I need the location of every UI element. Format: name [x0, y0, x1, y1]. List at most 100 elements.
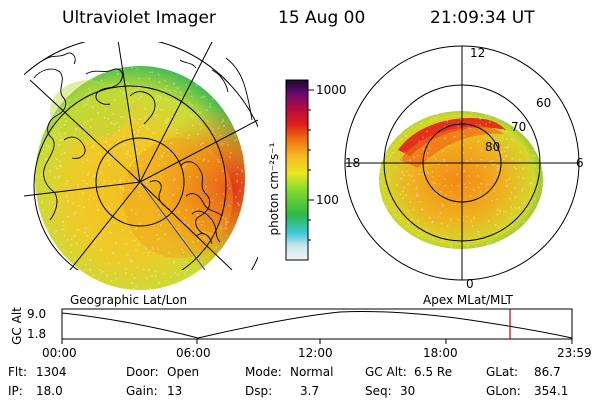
- speckle: [417, 220, 419, 222]
- speckle: [536, 207, 538, 210]
- speckle: [534, 197, 536, 200]
- speckle: [131, 259, 134, 262]
- speckle: [205, 191, 207, 194]
- speckle: [60, 138, 63, 141]
- speckle: [115, 277, 117, 280]
- speckle: [475, 246, 477, 248]
- speckle: [202, 159, 205, 162]
- speckle: [201, 127, 204, 129]
- speckle: [89, 90, 91, 93]
- speckle: [410, 218, 413, 221]
- speckle: [142, 268, 145, 271]
- speckle: [132, 122, 135, 124]
- speckle: [207, 120, 209, 122]
- speckle: [68, 99, 70, 102]
- speckle: [93, 76, 96, 78]
- speckle: [148, 71, 151, 73]
- speckle: [234, 196, 237, 198]
- speckle: [70, 107, 72, 110]
- speckle: [502, 246, 505, 249]
- speckle: [63, 68, 65, 71]
- speckle: [457, 218, 460, 221]
- speckle: [90, 78, 93, 81]
- speckle: [426, 130, 428, 133]
- speckle: [49, 170, 51, 172]
- speckle: [219, 225, 222, 228]
- speckle: [237, 244, 240, 247]
- speckle: [58, 133, 60, 135]
- speckle: [417, 154, 419, 156]
- speckle: [211, 87, 214, 89]
- speckle: [130, 189, 133, 192]
- speckle: [107, 159, 109, 161]
- speckle: [158, 282, 160, 284]
- speckle: [58, 139, 61, 141]
- speckle: [234, 134, 236, 136]
- speckle: [138, 77, 141, 80]
- speckle: [171, 116, 173, 118]
- speckle: [138, 86, 140, 89]
- speckle: [133, 277, 136, 279]
- speckle: [103, 180, 106, 182]
- speckle: [209, 286, 211, 288]
- speckle: [238, 101, 240, 103]
- speckle: [415, 188, 418, 190]
- status-flt-value: 1304: [36, 365, 67, 379]
- speckle: [56, 158, 58, 160]
- speckle: [80, 154, 82, 156]
- speckle: [441, 222, 443, 225]
- speckle: [94, 241, 97, 243]
- speckle: [42, 73, 45, 76]
- speckle: [119, 180, 121, 182]
- speckle: [522, 167, 524, 169]
- speckle: [99, 269, 101, 271]
- speckle: [91, 280, 93, 282]
- speckle: [151, 275, 153, 277]
- speckle: [388, 178, 390, 181]
- speckle: [63, 228, 65, 230]
- speckle: [514, 196, 516, 199]
- speckle: [426, 152, 429, 154]
- speckle: [59, 108, 62, 111]
- speckle: [416, 193, 418, 195]
- speckle: [241, 170, 244, 173]
- speckle: [533, 245, 536, 247]
- speckle: [158, 214, 160, 216]
- geographic-image: [35, 66, 245, 290]
- speckle: [385, 137, 387, 140]
- speckle: [174, 90, 176, 92]
- speckle: [485, 123, 487, 125]
- speckle: [59, 115, 61, 117]
- speckle: [478, 233, 480, 236]
- speckle: [477, 111, 479, 113]
- speckle: [89, 259, 91, 261]
- speckle: [211, 288, 214, 290]
- speckle: [381, 121, 384, 123]
- speckle: [503, 210, 505, 213]
- speckle: [59, 160, 61, 162]
- speckle: [510, 237, 512, 239]
- speckle: [384, 185, 387, 187]
- speckle: [131, 273, 133, 276]
- speckle: [147, 128, 150, 130]
- speckle: [192, 241, 195, 243]
- speckle: [380, 171, 382, 173]
- speckle: [168, 251, 170, 254]
- speckle: [431, 171, 434, 173]
- speckle: [379, 154, 381, 156]
- speckle: [518, 207, 521, 210]
- speckle: [399, 237, 401, 239]
- speckle: [110, 231, 112, 234]
- speckle: [497, 118, 499, 121]
- speckle: [183, 251, 185, 254]
- speckle: [224, 89, 226, 91]
- speckle: [54, 232, 56, 234]
- speckle: [396, 244, 398, 247]
- speckle: [521, 189, 523, 192]
- speckle: [60, 267, 62, 269]
- speckle: [172, 153, 174, 156]
- speckle: [106, 89, 108, 91]
- speckle: [139, 118, 142, 121]
- speckle: [516, 226, 519, 229]
- speckle: [421, 122, 423, 125]
